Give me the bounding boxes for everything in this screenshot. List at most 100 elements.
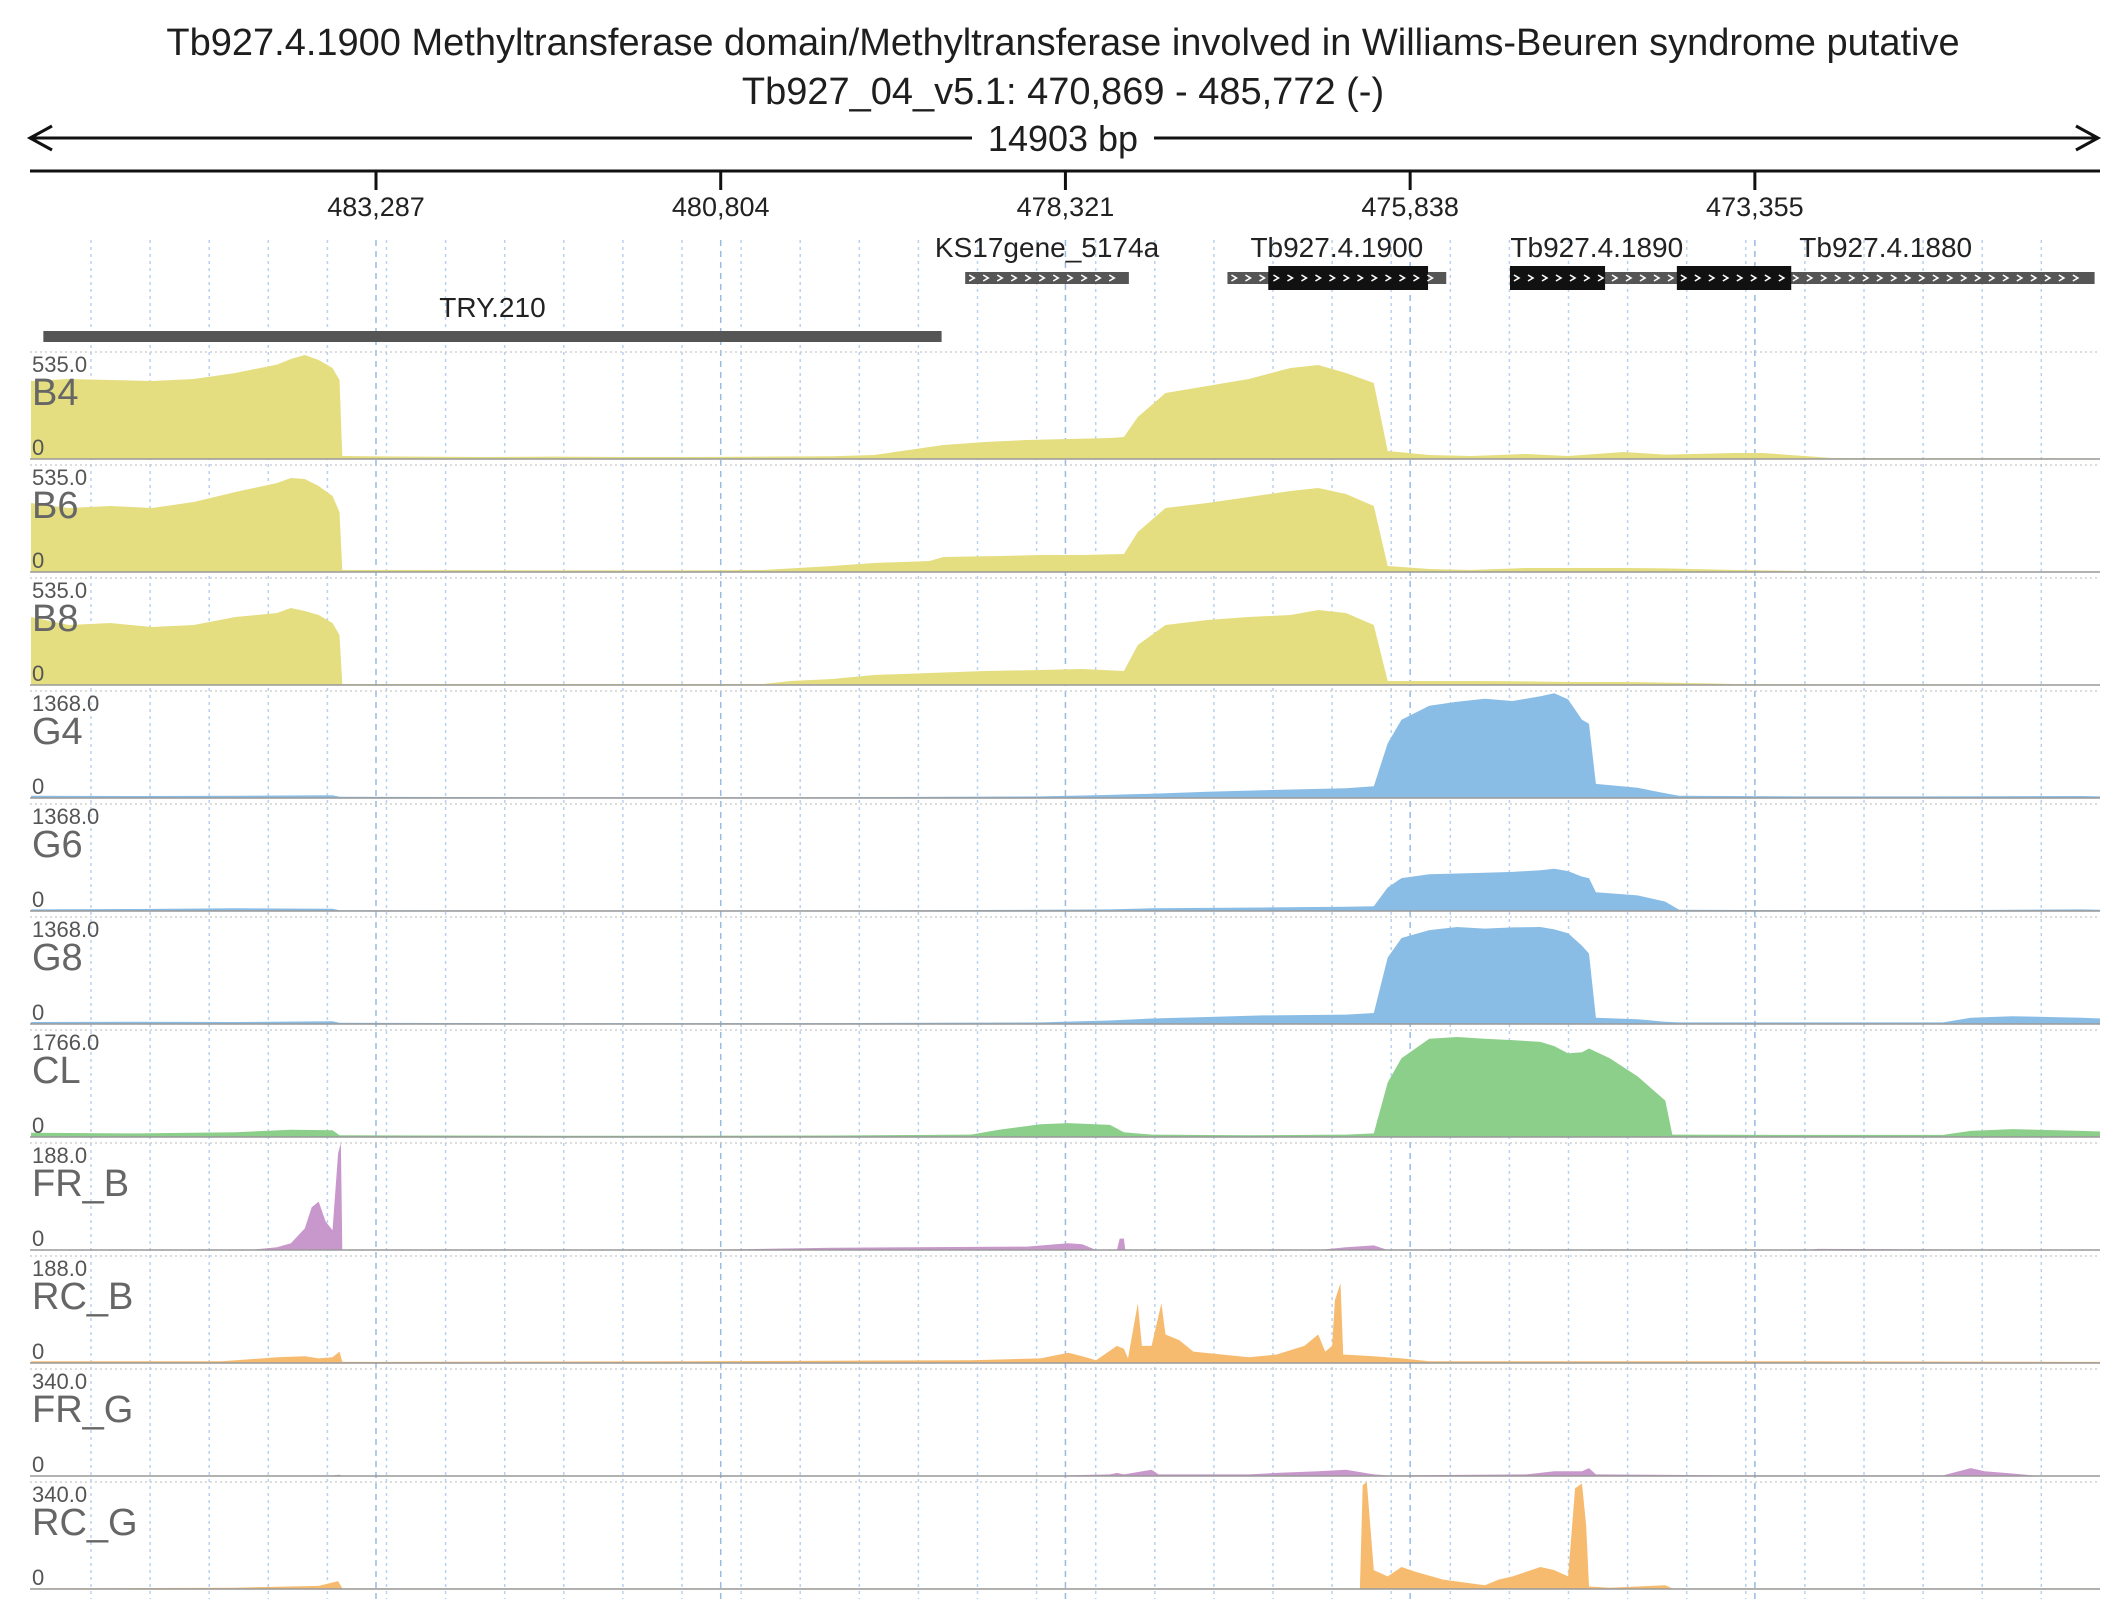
- track-b4: 535.0 0 B4: [30, 351, 2100, 460]
- strand-arrow: [1094, 274, 1102, 282]
- strand-arrow: [1527, 274, 1535, 282]
- strand-arrow: [1038, 274, 1046, 282]
- track-zero-label: 0: [32, 887, 44, 912]
- strand-arrow: [996, 274, 1004, 282]
- coverage-area: [31, 355, 2100, 459]
- track-max-label: 340.0: [32, 1482, 87, 1507]
- strand-arrow: [1667, 274, 1675, 282]
- strand-arrow: [1820, 274, 1828, 282]
- coverage-tracks: 535.00B4535.00B6535.00B81368.00G41368.00…: [30, 351, 2100, 1590]
- track-b6: 535.0 0 B6: [30, 464, 2100, 573]
- strand-arrow: [1848, 274, 1856, 282]
- grid-lines: [90, 240, 2043, 1599]
- feature-label: TRY.210: [439, 292, 545, 323]
- strand-arrow: [1611, 274, 1619, 282]
- feature-label: Tb927.4.1890: [1510, 232, 1683, 263]
- coordinate-axis: 483,287 480,804 478,321 475,838 473,355: [327, 171, 1804, 222]
- track-cl: 1766.0 0 CL: [30, 1029, 2100, 1138]
- strand-arrow: [1834, 274, 1842, 282]
- track-max-label: 340.0: [32, 1369, 87, 1394]
- strand-arrow: [1259, 274, 1267, 282]
- strand-arrow: [1108, 274, 1116, 282]
- coverage-area: [31, 608, 2100, 685]
- track-name-label: RC_G: [32, 1502, 138, 1544]
- strand-arrow: [1010, 274, 1018, 282]
- track-zero-label: 0: [32, 661, 44, 686]
- track-max-label: 535.0: [32, 578, 87, 603]
- strand-arrow: [968, 274, 976, 282]
- feature-cds: [1509, 266, 1606, 290]
- strand-arrow: [1904, 274, 1912, 282]
- strand-arrow: [2002, 274, 2010, 282]
- strand-arrow: [1385, 274, 1393, 282]
- feature-label: KS17gene_5174a: [935, 232, 1160, 263]
- strand-arrow: [1555, 274, 1563, 282]
- strand-arrow: [1960, 274, 1968, 282]
- strand-arrow: [1231, 274, 1239, 282]
- track-name-label: B8: [32, 598, 78, 640]
- strand-arrow: [1597, 274, 1605, 282]
- track-max-label: 188.0: [32, 1256, 87, 1281]
- feature-label: Tb927.4.1880: [1799, 232, 1972, 263]
- strand-arrow: [1080, 274, 1088, 282]
- strand-arrow: [1750, 274, 1758, 282]
- strand-arrow: [1890, 274, 1898, 282]
- strand-arrow: [1287, 274, 1295, 282]
- annotation-track: TRY.210 KS17gene_5174a Tb927.4.1900 Tb927.4…: [43, 232, 2095, 342]
- track-fr-g: 340.0 0 FR_G: [30, 1368, 2100, 1477]
- strand-arrow: [2044, 274, 2052, 282]
- strand-arrow: [1569, 274, 1577, 282]
- strand-arrow: [1357, 274, 1365, 282]
- track-zero-label: 0: [32, 435, 44, 460]
- strand-arrow: [1052, 274, 1060, 282]
- track-max-label: 1368.0: [32, 917, 99, 942]
- strand-arrow: [2072, 274, 2080, 282]
- track-rc-g: 340.0 0 RC_G: [30, 1481, 2100, 1590]
- strand-arrow: [1792, 274, 1800, 282]
- track-name-label: B4: [32, 372, 78, 414]
- track-zero-label: 0: [32, 1226, 44, 1251]
- strand-arrow: [1653, 274, 1661, 282]
- track-zero-label: 0: [32, 1000, 44, 1025]
- track-g4: 1368.0 0 G4: [30, 690, 2100, 799]
- strand-arrow: [1024, 274, 1032, 282]
- track-zero-label: 0: [32, 774, 44, 799]
- axis-tick-label: 478,321: [1017, 192, 1115, 222]
- strand-arrow: [1315, 274, 1323, 282]
- coverage-area: [31, 693, 2100, 798]
- strand-arrow: [1778, 274, 1786, 282]
- track-rc-b: 188.0 0 RC_B: [30, 1255, 2100, 1364]
- locus-label: Tb927_04_v5.1: 470,869 - 485,772 (-): [741, 71, 1385, 113]
- strand-arrow: [2016, 274, 2024, 282]
- feature-cds: [1676, 266, 1792, 290]
- track-max-label: 188.0: [32, 1143, 87, 1168]
- strand-arrow: [1541, 274, 1549, 282]
- strand-arrow: [1273, 274, 1281, 282]
- coverage-area: [31, 868, 2100, 911]
- strand-arrow: [982, 274, 990, 282]
- strand-arrow: [1806, 274, 1814, 282]
- strand-arrow: [1988, 274, 1996, 282]
- track-zero-label: 0: [32, 1339, 44, 1364]
- strand-arrow: [1413, 274, 1421, 282]
- track-name-label: CL: [32, 1050, 81, 1092]
- strand-arrow: [2058, 274, 2066, 282]
- track-g6: 1368.0 0 G6: [30, 803, 2100, 912]
- feature-bar: [43, 331, 942, 342]
- coverage-area: [31, 927, 2100, 1024]
- track-name-label: B6: [32, 485, 78, 527]
- strand-arrow: [2030, 274, 2038, 282]
- axis-tick-label: 480,804: [672, 192, 770, 222]
- track-name-label: G6: [32, 824, 83, 866]
- strand-arrow: [1066, 274, 1074, 282]
- track-max-label: 1368.0: [32, 691, 99, 716]
- track-zero-label: 0: [32, 548, 44, 573]
- coverage-area: [31, 1037, 2100, 1137]
- strand-arrow: [1427, 274, 1435, 282]
- coverage-area: [31, 1468, 2100, 1476]
- strand-arrow: [1722, 274, 1730, 282]
- strand-arrow: [1639, 274, 1647, 282]
- strand-arrow: [1371, 274, 1379, 282]
- strand-arrow: [1301, 274, 1309, 282]
